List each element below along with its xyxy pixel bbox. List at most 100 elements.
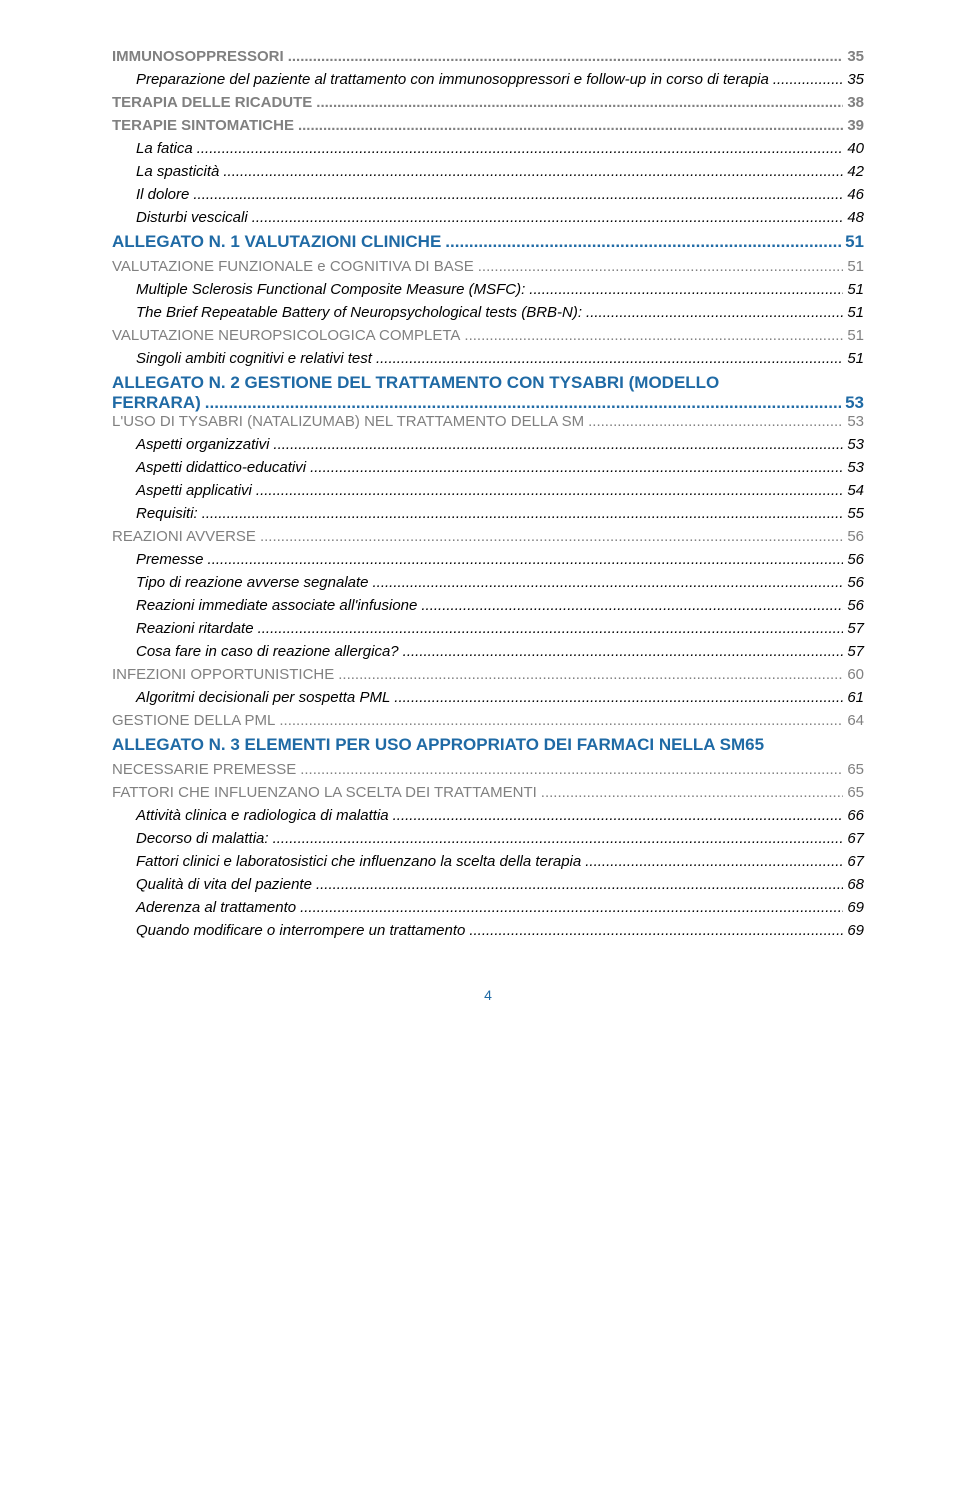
toc-page: 56 (847, 597, 864, 614)
toc-label: Decorso di malattia: (136, 830, 269, 847)
toc-dots: ........................................… (197, 140, 844, 157)
toc-label: VALUTAZIONE NEUROPSICOLOGICA COMPLETA (112, 327, 460, 344)
toc-page: 64 (847, 712, 864, 729)
toc-entry: Preparazione del paziente al trattamento… (136, 71, 864, 88)
toc-entry: GESTIONE DELLA PML......................… (112, 712, 864, 729)
toc-page: 56 (847, 574, 864, 591)
toc-page: 51 (845, 232, 864, 252)
toc-label: Aspetti applicativi (136, 482, 252, 499)
toc-label: La fatica (136, 140, 193, 157)
toc-dots: ........................................… (223, 163, 843, 180)
toc-entry: IMMUNOSOPPRESSORI.......................… (112, 48, 864, 65)
toc-dots: ........................................… (310, 459, 843, 476)
toc-dots: ........................................… (205, 393, 841, 413)
toc-entry: Attività clinica e radiologica di malatt… (136, 807, 864, 824)
toc-entry: La fatica...............................… (136, 140, 864, 157)
toc-entry: TERAPIA DELLE RICADUTE..................… (112, 94, 864, 111)
toc-label: L'USO DI TYSABRI (NATALIZUMAB) NEL TRATT… (112, 413, 584, 430)
toc-dots: ........................................… (469, 922, 843, 939)
toc-label: Tipo di reazione avverse segnalate (136, 574, 369, 591)
toc-label: Quando modificare o interrompere un trat… (136, 922, 465, 939)
toc-dots: ........................................… (478, 258, 844, 275)
toc-page: 51 (847, 281, 864, 298)
toc-dots: ........................................… (338, 666, 843, 683)
toc-label: Fattori clinici e laboratosistici che in… (136, 853, 581, 870)
toc-dots: ........................................… (588, 413, 843, 430)
toc-page: 38 (847, 94, 864, 111)
toc-entry: NECESSARIE PREMESSE.....................… (112, 761, 864, 778)
toc-page: 66 (847, 807, 864, 824)
toc-entry: Singoli ambiti cognitivi e relativi test… (136, 350, 864, 367)
toc-page: 56 (847, 551, 864, 568)
toc-label: Algoritmi decisionali per sospetta PML (136, 689, 390, 706)
toc-dots: ........................................… (445, 232, 841, 252)
toc-label: Attività clinica e radiologica di malatt… (136, 807, 389, 824)
toc-label: Cosa fare in caso di reazione allergica? (136, 643, 399, 660)
toc-label: La spasticità (136, 163, 219, 180)
toc-label: Reazioni ritardate (136, 620, 254, 637)
toc-page: 39 (847, 117, 864, 134)
toc-label: Qualità di vita del paziente (136, 876, 312, 893)
toc-dots: ........................................… (208, 551, 844, 568)
toc-label: Premesse (136, 551, 204, 568)
toc-page: 67 (847, 830, 864, 847)
toc-entry: Fattori clinici e laboratosistici che in… (136, 853, 864, 870)
toc-entry: Disturbi vescicali......................… (136, 209, 864, 226)
toc-dots: ........................................… (529, 281, 843, 298)
toc-page: 60 (847, 666, 864, 683)
toc-page: 35 (847, 48, 864, 65)
toc-dots: ........................................… (273, 830, 844, 847)
toc-entry: Reazioni ritardate......................… (136, 620, 864, 637)
toc-entry: Decorso di malattia:....................… (136, 830, 864, 847)
toc-page: 65 (847, 761, 864, 778)
toc-page: 65 (847, 784, 864, 801)
toc-page: 53 (847, 413, 864, 430)
toc-label: Preparazione del paziente al trattamento… (136, 71, 769, 88)
toc-page: 40 (847, 140, 864, 157)
toc-dots: ........................................… (373, 574, 844, 591)
toc-label: GESTIONE DELLA PML (112, 712, 275, 729)
toc-page: 53 (845, 393, 864, 413)
toc-label: Singoli ambiti cognitivi e relativi test (136, 350, 372, 367)
toc-page: 61 (847, 689, 864, 706)
toc-entry: Multiple Sclerosis Functional Composite … (136, 281, 864, 298)
toc-label: Aspetti didattico-educativi (136, 459, 306, 476)
toc-dots: ........................................… (260, 528, 843, 545)
toc-entry: Algoritmi decisionali per sospetta PML..… (136, 689, 864, 706)
toc-label: Requisiti: (136, 505, 198, 522)
toc-dots: ........................................… (258, 620, 844, 637)
toc-entry: Il dolore...............................… (136, 186, 864, 203)
toc-page: 51 (847, 304, 864, 321)
toc-dots: ........................................… (273, 436, 843, 453)
toc-label: Disturbi vescicali (136, 209, 248, 226)
toc-dots: ........................................… (376, 350, 843, 367)
toc-entry: Quando modificare o interrompere un trat… (136, 922, 864, 939)
toc-dots: ........................................… (394, 689, 843, 706)
toc-entry: The Brief Repeatable Battery of Neuropsy… (136, 304, 864, 321)
toc-label: FATTORI CHE INFLUENZANO LA SCELTA DEI TR… (112, 784, 537, 801)
toc-dots: ........................................… (316, 876, 843, 893)
toc-page: 35 (847, 71, 864, 88)
toc-page: 51 (847, 258, 864, 275)
toc-label: TERAPIE SINTOMATICHE (112, 117, 294, 134)
toc-dots: ........................................… (464, 327, 843, 344)
toc-entry: Reazioni immediate associate all'infusio… (136, 597, 864, 614)
toc-label: REAZIONI AVVERSE (112, 528, 256, 545)
toc-entry: TERAPIE SINTOMATICHE....................… (112, 117, 864, 134)
table-of-contents: IMMUNOSOPPRESSORI.......................… (112, 48, 864, 939)
toc-label: Multiple Sclerosis Functional Composite … (136, 281, 525, 298)
toc-label: The Brief Repeatable Battery of Neuropsy… (136, 304, 582, 321)
toc-label: ALLEGATO N. 2 GESTIONE DEL TRATTAMENTO C… (112, 373, 864, 393)
toc-page: 48 (847, 209, 864, 226)
toc-entry: La spasticità...........................… (136, 163, 864, 180)
toc-page: 68 (847, 876, 864, 893)
toc-dots: ........................................… (316, 94, 843, 111)
toc-entry: Aderenza al trattamento.................… (136, 899, 864, 916)
toc-label: TERAPIA DELLE RICADUTE (112, 94, 312, 111)
toc-dots: ........................................… (193, 186, 843, 203)
toc-page: 53 (847, 436, 864, 453)
page-number: 4 (112, 987, 864, 1003)
toc-page: 46 (847, 186, 864, 203)
toc-dots: ........................................… (300, 761, 843, 778)
toc-label: ALLEGATO N. 1 VALUTAZIONI CLINICHE (112, 232, 441, 252)
